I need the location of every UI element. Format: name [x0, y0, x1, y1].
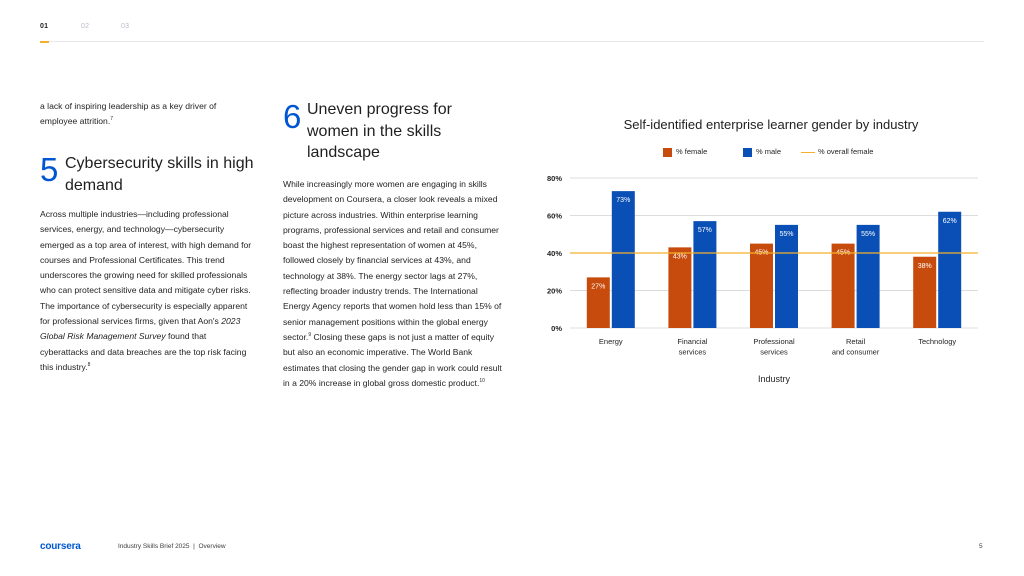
bar-male — [693, 221, 717, 328]
women-text-1: While increasingly more women are engagi… — [283, 179, 502, 342]
y-tick-label: 40% — [547, 249, 562, 258]
footnote-ref[interactable]: 8 — [87, 362, 91, 369]
section-number-6: 6 — [283, 98, 302, 135]
women-paragraph: While increasingly more women are engagi… — [283, 177, 503, 391]
bar-male — [775, 224, 798, 328]
cyber-text-2: found that cyberattacks and data breache… — [40, 331, 247, 372]
bar-female — [750, 243, 773, 328]
cyber-text-1: Across multiple industries—including pro… — [40, 209, 252, 327]
legend-swatch-overall — [801, 152, 815, 153]
footer-separator: | — [193, 543, 195, 550]
bar-male — [611, 191, 635, 328]
x-tick-label: Retail and consumer — [832, 337, 880, 357]
legend-label-overall: % overall female — [818, 147, 874, 156]
y-tick-label: 0% — [551, 324, 562, 333]
footnote-ref[interactable]: 10 — [479, 378, 485, 384]
data-label: 57% — [698, 227, 712, 234]
tab-03[interactable]: 03 — [121, 23, 130, 30]
cybersecurity-paragraph: Across multiple industries—including pro… — [40, 207, 254, 375]
footer-breadcrumb: Industry Skills Brief 2025 | Overview — [118, 543, 226, 550]
bar-female — [831, 243, 855, 328]
page-number: 5 — [979, 543, 983, 550]
y-tick-label: 20% — [547, 287, 562, 296]
bar-male — [856, 224, 880, 328]
chart-title: Self-identified enterprise learner gende… — [623, 117, 919, 132]
x-axis-label: Industry — [758, 374, 791, 384]
section-title-women: Uneven progress for women in the skills … — [307, 101, 452, 161]
bar-male — [938, 211, 962, 328]
data-label: 27% — [591, 283, 605, 290]
tab-01[interactable]: 01 — [40, 23, 49, 30]
x-tick-label: Energy — [599, 337, 623, 346]
footer-doc-title: Industry Skills Brief 2025 — [118, 543, 190, 550]
footnote-ref[interactable]: 9 — [308, 332, 312, 339]
section-title-cybersecurity: Cybersecurity skills in high demand — [65, 155, 254, 194]
women-text-2: Closing these gaps is not just a matter … — [283, 331, 502, 388]
data-label: 43% — [673, 253, 687, 260]
legend-swatch-female — [663, 148, 672, 157]
data-label: 55% — [779, 231, 793, 238]
footnote-ref[interactable]: 7 — [110, 116, 113, 123]
legend-swatch-male — [743, 148, 752, 157]
footer-section: Overview — [198, 543, 226, 550]
intro-paragraph: a lack of inspiring leadership as a key … — [40, 99, 252, 130]
data-label: 38% — [918, 263, 932, 270]
bar-chart: 0% 20% 40% 60% 80% 27% 73% Energy 43% 57% Financia… — [547, 174, 978, 384]
data-label: 73% — [616, 197, 630, 204]
y-tick-label: 60% — [547, 212, 562, 221]
x-tick-label: Financial services — [677, 337, 707, 357]
x-tick-label: Technology — [918, 337, 956, 346]
legend-label-male: % male — [756, 147, 782, 156]
nav-divider — [40, 41, 984, 42]
tab-02[interactable]: 02 — [81, 23, 90, 30]
data-label: 62% — [943, 218, 957, 225]
bar-female — [668, 247, 692, 328]
survey-title: 2023 Global Risk Management Survey — [40, 316, 241, 342]
coursera-logo[interactable]: coursera — [40, 541, 81, 552]
legend-label-female: % female — [676, 147, 708, 156]
bar-female — [586, 277, 610, 328]
bar-female — [913, 256, 937, 328]
data-label: 55% — [861, 231, 875, 238]
intro-text: a lack of inspiring leadership as a key … — [40, 101, 217, 127]
x-tick-label: Professional services — [753, 337, 795, 357]
y-tick-label: 80% — [547, 174, 562, 183]
section-number-5: 5 — [40, 151, 59, 188]
active-tab-indicator — [40, 41, 49, 43]
